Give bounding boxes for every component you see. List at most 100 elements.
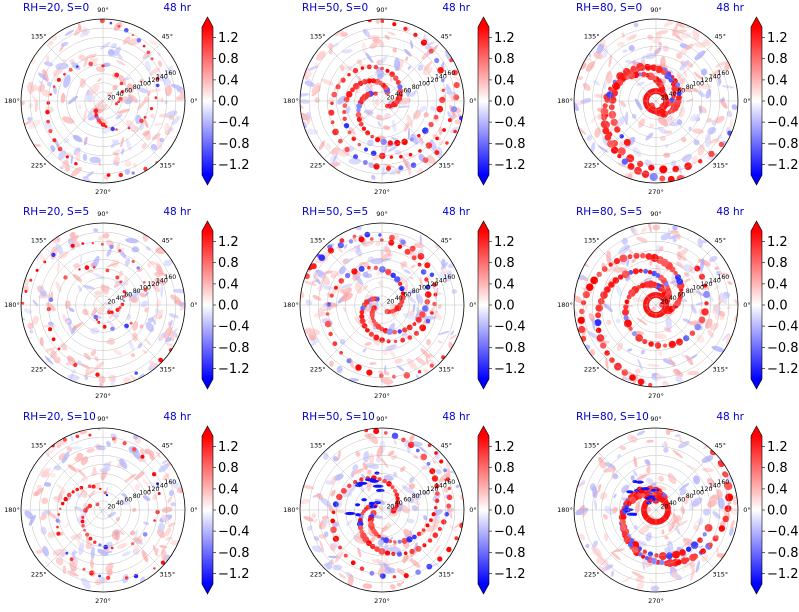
heatmap-cell xyxy=(304,80,315,87)
heatmap-cell xyxy=(429,139,438,153)
heatmap-cell xyxy=(428,48,434,54)
heatmap-cell xyxy=(637,358,643,371)
heatmap-cell xyxy=(634,166,642,175)
heatmap-cell xyxy=(342,492,352,498)
heatmap-cell xyxy=(361,498,367,502)
heatmap-cell xyxy=(38,72,48,81)
heatmap-cell xyxy=(109,21,113,25)
heatmap-cell xyxy=(177,487,184,494)
heatmap-cell xyxy=(363,147,369,152)
polar-frame xyxy=(299,18,465,184)
heatmap-cell xyxy=(415,569,421,575)
heatmap-cell xyxy=(31,58,36,65)
heatmap-cell xyxy=(715,61,727,68)
angular-tick-label: 225° xyxy=(31,570,47,578)
colorbar-extend-low xyxy=(202,584,213,594)
heatmap-cell xyxy=(338,573,346,579)
heatmap-cell xyxy=(693,71,705,81)
colorbar-tick-label: 1.2 xyxy=(218,31,239,46)
heatmap-cell xyxy=(672,29,687,34)
heatmap-cell xyxy=(116,242,121,251)
angular-tick-label: 315° xyxy=(712,365,728,373)
radial-tick-label: 40 xyxy=(669,295,677,302)
heatmap-cell xyxy=(93,314,98,320)
heatmap-cell xyxy=(450,330,455,336)
colorbar-tick-label: 1.2 xyxy=(494,440,515,455)
heatmap-cell xyxy=(651,270,657,277)
colorbar-tick-label: −1.2 xyxy=(218,362,250,377)
heatmap-cell xyxy=(628,72,636,80)
heatmap-cell xyxy=(679,248,689,256)
heatmap-cell xyxy=(714,535,719,540)
heatmap-cell xyxy=(397,88,404,95)
heatmap-cell xyxy=(117,24,121,28)
heatmap-cell xyxy=(165,536,174,541)
colorbar-tick-label: 0.8 xyxy=(767,256,788,271)
angular-tick-label: 180° xyxy=(557,506,573,514)
heatmap-cell xyxy=(599,460,607,469)
panel-time-label: 48 hr xyxy=(163,2,191,14)
heatmap-cell xyxy=(36,285,43,292)
heatmap-cell xyxy=(695,560,700,573)
colorbar-extend-high xyxy=(751,17,762,27)
heatmap-cell xyxy=(155,83,160,88)
heatmap-cell xyxy=(121,551,131,557)
heatmap-cell xyxy=(415,448,420,453)
heatmap-cell xyxy=(669,280,676,284)
heatmap-cell xyxy=(596,334,605,342)
colorbar-extend-high xyxy=(202,426,213,436)
heatmap-cell xyxy=(391,454,398,460)
heatmap-cell xyxy=(392,47,397,53)
heatmap-cell xyxy=(661,69,667,75)
heatmap-cell xyxy=(351,136,357,142)
heatmap-cell xyxy=(405,56,409,61)
heatmap-cell xyxy=(121,148,125,155)
heatmap-cell xyxy=(91,241,95,245)
heatmap-cell xyxy=(365,52,374,64)
heatmap-cell xyxy=(417,134,421,138)
heatmap-cell xyxy=(92,266,96,269)
heatmap-cell xyxy=(62,116,75,124)
heatmap-cell xyxy=(71,322,83,331)
heatmap-cell xyxy=(78,542,85,556)
heatmap-cell xyxy=(397,105,410,108)
heatmap-cell xyxy=(601,115,607,121)
angular-tick-label: 135° xyxy=(310,442,326,450)
colorbar-tick-label: −0.4 xyxy=(494,320,526,335)
heatmap-cell xyxy=(626,258,630,267)
heatmap-cell xyxy=(420,348,431,359)
radial-tick-label: 60 xyxy=(677,497,685,504)
heatmap-cell xyxy=(304,128,319,135)
heatmap-cell xyxy=(619,519,626,526)
heatmap-cell xyxy=(64,29,75,37)
heatmap-cell xyxy=(636,474,647,481)
heatmap-cell xyxy=(328,109,335,116)
heatmap-cell xyxy=(410,559,421,568)
heatmap-cell xyxy=(86,535,90,544)
radial-tick-label: 40 xyxy=(669,91,677,98)
heatmap-cell xyxy=(59,166,64,170)
heatmap-cell xyxy=(354,273,364,285)
heatmap-cell xyxy=(24,120,32,125)
colorbar-tick-label: −0.8 xyxy=(494,341,526,356)
heatmap-cell xyxy=(428,121,434,128)
heatmap-cell xyxy=(64,522,70,529)
heatmap-cell xyxy=(628,34,637,40)
colorbar-body xyxy=(478,436,489,584)
heatmap-cell xyxy=(679,436,683,446)
heatmap-cell xyxy=(726,110,733,118)
heatmap-cell xyxy=(344,146,350,153)
radial-tick-label: 100 xyxy=(692,285,704,292)
heatmap-cell xyxy=(434,483,440,489)
colorbar-tick-label: −0.8 xyxy=(494,546,526,561)
heatmap-cell xyxy=(657,126,669,135)
heatmap-cell xyxy=(606,91,614,99)
heatmap-cell xyxy=(401,437,406,443)
heatmap-cell xyxy=(76,492,83,498)
heatmap-cell xyxy=(116,60,126,66)
heatmap-cell xyxy=(333,473,344,481)
heatmap-cell xyxy=(99,382,104,387)
heatmap-cell xyxy=(628,542,634,548)
heatmap-cell xyxy=(330,518,336,524)
colorbar-extend-high xyxy=(202,17,213,27)
